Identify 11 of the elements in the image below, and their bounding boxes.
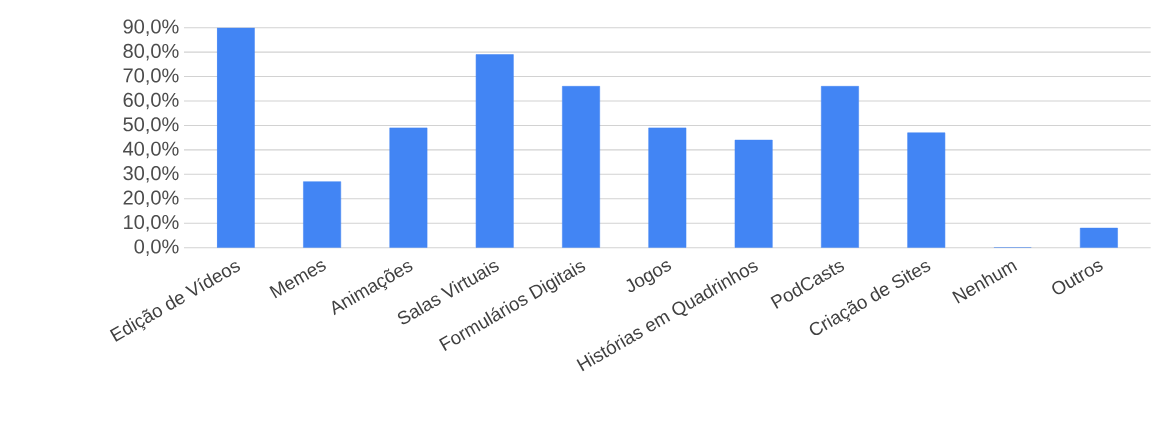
y-tick-label: 70,0% <box>123 68 179 85</box>
y-tick-label: 0,0% <box>134 239 179 256</box>
y-tick-label: 50,0% <box>123 117 179 134</box>
y-tick-label: 10,0% <box>124 214 179 232</box>
y-tick-label: 80,0% <box>123 43 179 61</box>
y-tick-label: 40,0% <box>123 141 179 159</box>
y-tick-label: 20,0% <box>123 190 179 208</box>
x-tick-label: Jogos <box>626 261 672 293</box>
y-tick-label: 90,0% <box>123 19 179 36</box>
y-tick-label: 60,0% <box>123 92 179 110</box>
y-tick-label: 30,0% <box>123 166 179 183</box>
